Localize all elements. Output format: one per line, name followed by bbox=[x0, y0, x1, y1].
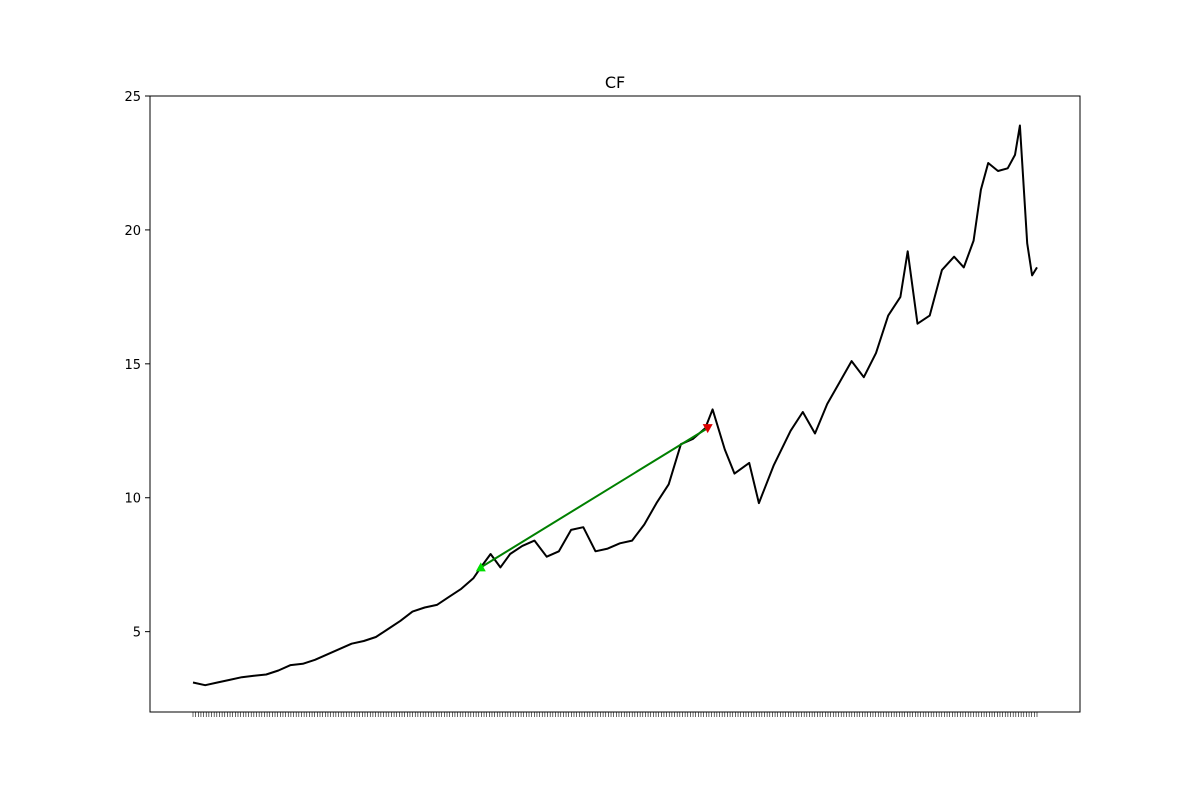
trade-line bbox=[480, 427, 709, 569]
x-axis bbox=[192, 712, 1038, 717]
series-layer bbox=[192, 124, 1038, 687]
plot-frame bbox=[149, 95, 1081, 713]
y-tick-label-1: 10 bbox=[124, 492, 141, 507]
y-tick-label-0: 5 bbox=[133, 626, 141, 641]
y-tick-label-4: 25 bbox=[124, 90, 141, 105]
sell-marker bbox=[702, 424, 713, 434]
price-line bbox=[192, 124, 1038, 687]
y-tick-label-3: 20 bbox=[124, 224, 141, 239]
marker-layer bbox=[475, 424, 713, 572]
chart-title: CF bbox=[605, 73, 625, 92]
buy-marker bbox=[475, 562, 486, 572]
y-tick-label-2: 15 bbox=[124, 358, 141, 373]
y-axis: 5 10 15 20 25 bbox=[124, 90, 150, 641]
